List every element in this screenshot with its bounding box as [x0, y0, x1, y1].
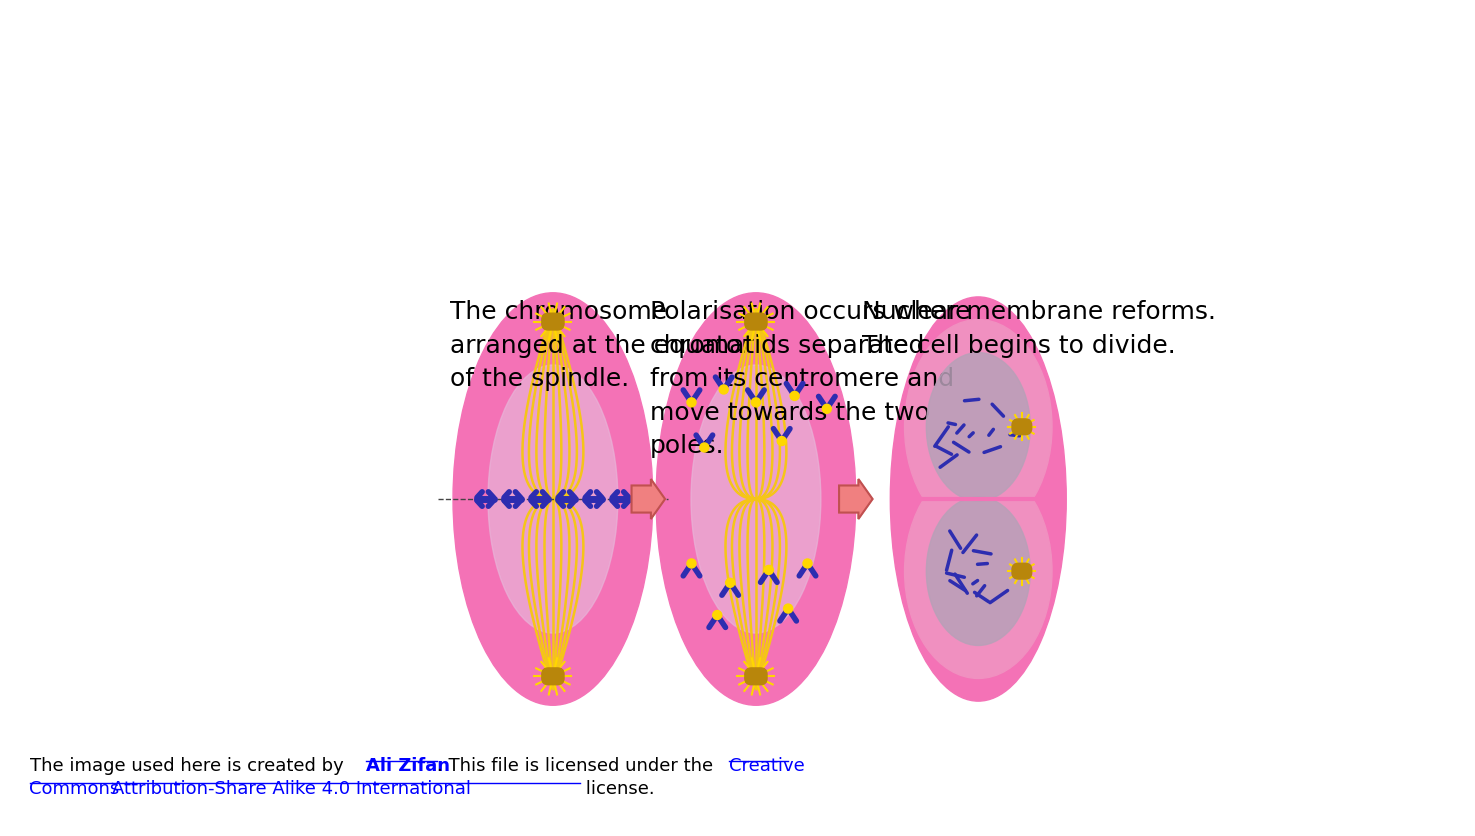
Text: Commons: Commons — [30, 779, 119, 798]
Text: Attribution-Share Alike 4.0 International: Attribution-Share Alike 4.0 Internationa… — [112, 779, 471, 798]
Circle shape — [1016, 421, 1028, 433]
FancyArrow shape — [631, 480, 665, 519]
Circle shape — [1016, 566, 1028, 577]
Circle shape — [791, 392, 799, 401]
Circle shape — [720, 385, 729, 395]
FancyBboxPatch shape — [541, 668, 563, 685]
Ellipse shape — [891, 298, 1066, 701]
Circle shape — [748, 314, 764, 330]
FancyBboxPatch shape — [1012, 563, 1031, 579]
Circle shape — [751, 399, 761, 407]
Text: Nuclear membrane reforms.
The cell begins to divide.: Nuclear membrane reforms. The cell begin… — [863, 300, 1217, 357]
Ellipse shape — [488, 365, 618, 634]
Circle shape — [748, 669, 764, 685]
Circle shape — [687, 399, 696, 407]
Text: The chromosome
arranged at the equator
of the spindle.: The chromosome arranged at the equator o… — [450, 300, 751, 390]
Text: license.: license. — [580, 779, 655, 798]
Ellipse shape — [926, 497, 1030, 645]
Circle shape — [764, 566, 773, 574]
Circle shape — [699, 443, 709, 452]
Circle shape — [726, 579, 735, 588]
Ellipse shape — [656, 293, 856, 706]
Circle shape — [712, 611, 721, 619]
Text: Ali Zifan: Ali Zifan — [366, 757, 450, 775]
Circle shape — [546, 669, 560, 685]
Circle shape — [802, 559, 813, 568]
Ellipse shape — [904, 465, 1052, 679]
Text: Creative: Creative — [729, 757, 804, 775]
Circle shape — [823, 405, 832, 414]
Circle shape — [687, 559, 696, 568]
FancyBboxPatch shape — [541, 314, 563, 330]
Text: The image used here is created by: The image used here is created by — [30, 757, 350, 775]
Circle shape — [777, 437, 786, 446]
Ellipse shape — [904, 320, 1052, 534]
FancyBboxPatch shape — [745, 668, 767, 685]
Text: . This file is licensed under the: . This file is licensed under the — [437, 757, 718, 775]
Ellipse shape — [926, 353, 1030, 502]
Ellipse shape — [690, 365, 822, 634]
Ellipse shape — [453, 293, 653, 706]
FancyBboxPatch shape — [1012, 420, 1031, 435]
FancyArrow shape — [839, 480, 873, 519]
Circle shape — [546, 314, 560, 330]
FancyBboxPatch shape — [745, 314, 767, 330]
Text: Polarisation occurs where
chromatids separated
from its centromere and
move towa: Polarisation occurs where chromatids sep… — [649, 300, 971, 457]
Circle shape — [783, 604, 792, 614]
